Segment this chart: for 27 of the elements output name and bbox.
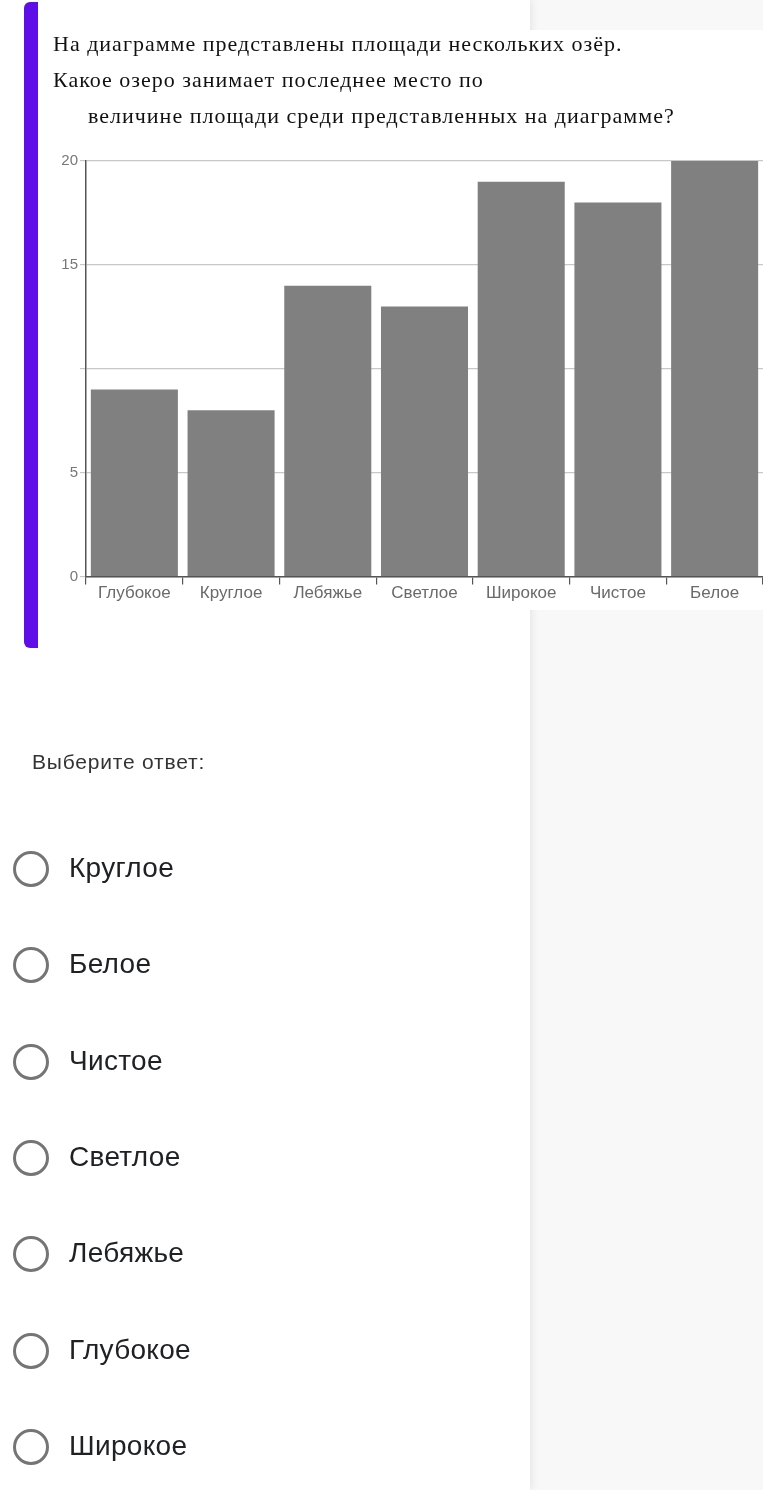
text: Широкое xyxy=(69,1429,188,1462)
x-tick-label: Светлое xyxy=(391,583,458,603)
bar xyxy=(380,306,469,576)
x-tick-label: Белое xyxy=(690,583,740,603)
text: Чистое xyxy=(69,1044,163,1077)
text: Глубокое xyxy=(69,1333,191,1366)
chart-title: На диаграмме представлены площади нескольких озёр. xyxy=(53,30,623,58)
x-tick-label: Глубокое xyxy=(98,583,171,603)
y-tick-label: 0 xyxy=(69,566,78,584)
bar xyxy=(284,285,372,576)
text: Круглое xyxy=(69,852,175,884)
x-tick-label: Широкое xyxy=(485,583,557,603)
chart-subtitle: Какое озеро занимает последнее место по величине площади среди представленных на диаграмме? xyxy=(53,66,675,130)
x-tick-label: Лебяжье xyxy=(293,583,363,603)
text: Лебяжье xyxy=(69,1237,185,1270)
y-tick-label: 20 xyxy=(61,151,78,169)
text: Светлое xyxy=(69,1140,181,1173)
y-tick-label: 5 xyxy=(69,462,78,480)
x-tick-label: Круглое xyxy=(199,583,263,603)
bar xyxy=(187,410,275,576)
bar xyxy=(671,161,759,576)
text: Выберите ответ: xyxy=(32,750,206,774)
y-tick-label: 15 xyxy=(61,255,78,273)
text: Белое xyxy=(69,948,152,981)
bar xyxy=(90,389,178,576)
bar xyxy=(574,202,662,576)
x-tick-label: Чистое xyxy=(590,583,646,603)
